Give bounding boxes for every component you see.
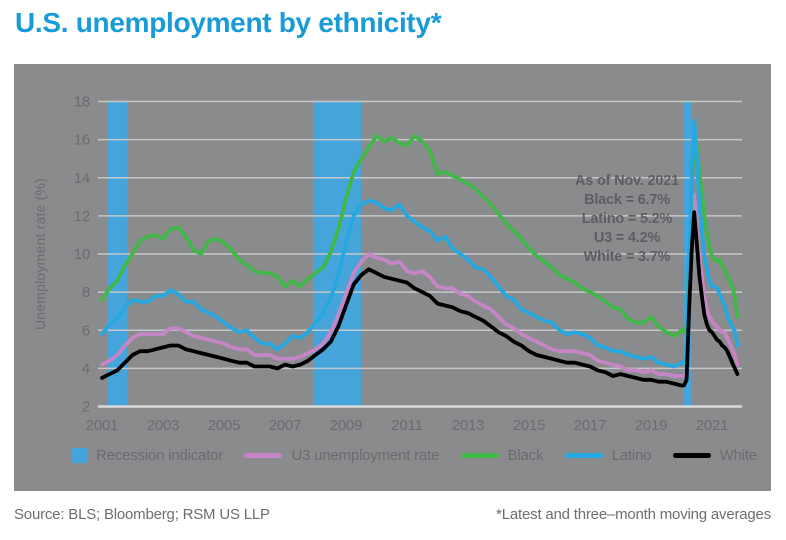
legend-label: White bbox=[719, 446, 758, 464]
svg-text:2019: 2019 bbox=[635, 417, 668, 434]
legend-item-u3: U3 unemployment rate bbox=[244, 447, 439, 464]
annotation-line: As of Nov. 2021 bbox=[575, 173, 679, 189]
svg-text:10: 10 bbox=[74, 246, 90, 263]
svg-text:6: 6 bbox=[82, 322, 90, 339]
svg-text:8: 8 bbox=[82, 284, 90, 301]
recession-swatch-icon bbox=[72, 447, 87, 463]
footer: Source: BLS; Bloomberg; RSM US LLP *Late… bbox=[14, 506, 771, 523]
chart-panel: 2 4 6 8 10 12 14 16 18 2001 2003 2005 2007 2009 2011 20… bbox=[14, 64, 771, 491]
legend-item-black: Black bbox=[460, 446, 544, 464]
svg-text:2017: 2017 bbox=[574, 417, 607, 434]
latino-line-swatch-icon bbox=[564, 452, 603, 458]
svg-text:2003: 2003 bbox=[147, 417, 180, 434]
legend-label: Black bbox=[507, 446, 544, 464]
svg-text:2005: 2005 bbox=[208, 417, 241, 434]
svg-text:2007: 2007 bbox=[269, 417, 302, 434]
source-text: Source: BLS; Bloomberg; RSM US LLP bbox=[14, 506, 270, 523]
annotation-line: Latino = 5.2% bbox=[581, 211, 673, 227]
footnote-text: *Latest and three–month moving averages bbox=[496, 506, 771, 523]
page-title: U.S. unemployment by ethnicity* bbox=[15, 7, 442, 38]
annotation-line: U3 = 4.2% bbox=[593, 230, 661, 246]
svg-text:2013: 2013 bbox=[452, 417, 485, 434]
legend: Recession indicator U3 unemployment rate… bbox=[72, 444, 757, 466]
svg-text:2: 2 bbox=[82, 399, 90, 416]
svg-text:18: 18 bbox=[74, 94, 90, 111]
svg-text:2001: 2001 bbox=[86, 417, 119, 434]
annotation-line: White = 3.7% bbox=[583, 249, 671, 265]
svg-text:12: 12 bbox=[74, 208, 90, 225]
svg-text:2015: 2015 bbox=[513, 417, 546, 434]
legend-label: Latino bbox=[611, 446, 652, 464]
svg-text:4: 4 bbox=[82, 360, 90, 377]
annotation-box: As of Nov. 2021 Black = 6.7% Latino = 5.… bbox=[507, 172, 747, 267]
legend-item-white: White bbox=[672, 446, 758, 464]
svg-text:14: 14 bbox=[74, 170, 90, 187]
legend-item-recession: Recession indicator bbox=[72, 447, 223, 464]
black-line-swatch-icon bbox=[460, 452, 499, 458]
svg-text:2011: 2011 bbox=[391, 417, 422, 434]
legend-label: U3 unemployment rate bbox=[291, 446, 440, 464]
svg-text:2021: 2021 bbox=[696, 417, 729, 434]
y-axis-title: Unemployment rate (%) bbox=[32, 177, 48, 331]
chart-plot: 2 4 6 8 10 12 14 16 18 2001 2003 2005 2007 2009 2011 20… bbox=[74, 94, 742, 434]
svg-text:2009: 2009 bbox=[330, 417, 363, 434]
legend-label: Recession indicator bbox=[96, 446, 224, 464]
u3-line-swatch-icon bbox=[244, 452, 283, 458]
white-line-swatch-icon bbox=[672, 452, 711, 458]
svg-text:16: 16 bbox=[74, 132, 90, 149]
annotation-line: Black = 6.7% bbox=[584, 192, 670, 208]
legend-item-latino: Latino bbox=[564, 446, 652, 464]
